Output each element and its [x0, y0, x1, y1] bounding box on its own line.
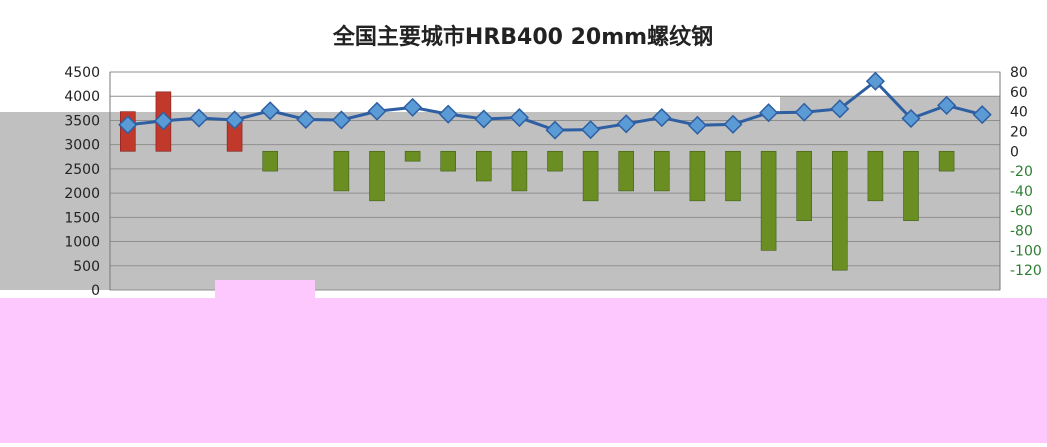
- line-point: [189, 108, 209, 128]
- right-tick-label: 60: [1010, 85, 1028, 101]
- bar: [867, 150, 884, 202]
- bar: [369, 150, 385, 202]
- line-point: [937, 95, 957, 115]
- line-point: [723, 114, 743, 134]
- line-point: [794, 102, 814, 122]
- bar: [654, 150, 670, 192]
- plot-background: [0, 112, 1000, 290]
- line-point: [225, 110, 245, 130]
- left-tick-label: 0: [91, 283, 100, 299]
- bar: [725, 150, 741, 202]
- line-point: [581, 120, 601, 140]
- line-point: [118, 115, 138, 135]
- left-tick-label: 1500: [64, 210, 100, 226]
- bar: [760, 150, 777, 251]
- bar: [938, 150, 955, 172]
- chart-title: 全国主要城市HRB400 20mm螺纹钢: [332, 24, 713, 50]
- left-tick-label: 4500: [64, 65, 100, 81]
- line-point: [403, 97, 423, 117]
- right-tick-label: -100: [1010, 243, 1042, 259]
- left-axis: 0 500 1000 1500 2000 2500 3000 3500 4000 4500: [64, 65, 100, 299]
- bar: [262, 150, 278, 172]
- bar: [511, 150, 528, 192]
- line-point: [759, 103, 779, 123]
- bar: [404, 150, 421, 162]
- line-point: [687, 115, 707, 135]
- line-point: [830, 99, 850, 119]
- bar: [547, 150, 563, 172]
- bar: [476, 150, 492, 182]
- right-tick-label: -60: [1010, 204, 1033, 220]
- line-point: [260, 101, 280, 121]
- right-tick-label: 20: [1010, 124, 1028, 140]
- bar: [832, 150, 848, 271]
- left-tick-label: 1000: [64, 235, 100, 251]
- line-point: [616, 114, 636, 134]
- bar: [689, 150, 706, 202]
- right-tick-label: 80: [1010, 65, 1028, 81]
- right-tick-label: 40: [1010, 105, 1028, 121]
- line-point: [545, 120, 565, 140]
- right-tick-label: 0: [1010, 144, 1019, 160]
- line-point: [865, 71, 885, 91]
- left-tick-label: 3500: [64, 113, 100, 129]
- line-point: [474, 109, 494, 129]
- right-tick-label: -40: [1010, 184, 1033, 200]
- line-point: [509, 107, 529, 128]
- line-point: [296, 109, 316, 130]
- plot-area: [0, 71, 1047, 443]
- right-tick-label: -120: [1010, 263, 1042, 279]
- bar: [796, 150, 812, 221]
- bar: [440, 150, 456, 172]
- line-point: [652, 107, 672, 128]
- left-tick-label: 2500: [64, 162, 100, 178]
- line-point: [331, 110, 351, 130]
- line-point: [367, 101, 387, 121]
- line-point: [153, 111, 173, 131]
- overlay-band: [0, 298, 1047, 443]
- right-axis: 80 60 40 20 0 -20 -40 -60 -80 -100 -120: [1010, 65, 1042, 279]
- left-tick-label: 4000: [64, 89, 100, 105]
- line-point: [972, 105, 992, 125]
- left-tick-label: 500: [73, 259, 100, 275]
- bar: [582, 150, 599, 202]
- line-point: [901, 108, 921, 129]
- right-tick-label: -80: [1010, 224, 1033, 240]
- plot-background-upper: [780, 96, 1000, 116]
- left-tick-label: 3000: [64, 138, 100, 154]
- bar: [333, 150, 350, 192]
- bar: [618, 150, 634, 192]
- left-tick-label: 2000: [64, 186, 100, 202]
- bar: [903, 150, 919, 221]
- right-tick-label: -20: [1010, 164, 1033, 180]
- overlay-patch: [215, 280, 315, 300]
- line-point: [438, 104, 458, 124]
